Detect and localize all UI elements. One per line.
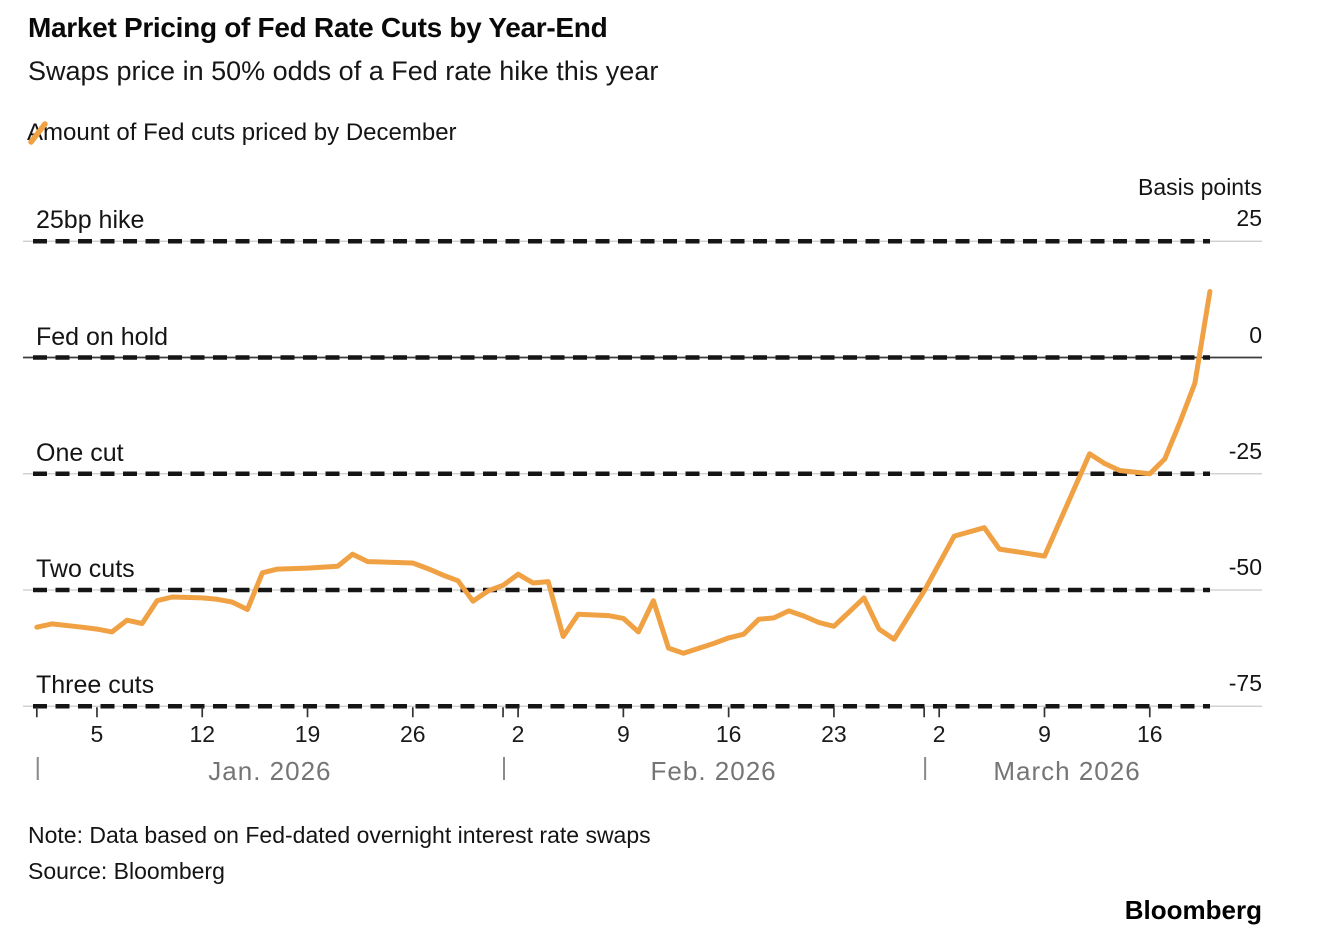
x-tick-label: 9 [616,721,630,747]
orange-slash-icon [28,121,48,145]
x-tick-label: 9 [1038,721,1051,747]
legend-label: Amount of Fed cuts priced by December [27,119,457,146]
y-tick-label: 25 [1236,205,1262,232]
x-tick-label: 19 [294,721,321,747]
gridlines [23,238,1262,709]
x-tick-label: 16 [715,721,742,747]
x-tick-label: 2 [511,721,525,747]
source-line: Source: Bloomberg [28,858,225,884]
month-separator: | [921,753,929,781]
refline-label: Fed on hold [36,322,169,351]
x-tick-label: 5 [90,721,104,747]
x-tick-label: 23 [821,721,847,747]
month-separator: | [34,753,42,781]
month-separator: | [500,753,508,781]
y-tick-label: -75 [1228,670,1262,697]
chart-title: Market Pricing of Fed Rate Cuts by Year-… [28,12,608,43]
month-label: Jan. 2026 [208,756,332,786]
footnote: Note: Data based on Fed-dated overnight … [28,822,651,848]
x-tick-label: 2 [932,721,946,747]
bloomberg-logo: Bloomberg [1124,895,1262,925]
refline-label: Two cuts [36,555,135,583]
month-label: March 2026 [993,756,1141,786]
y-axis-unit-label: Basis points [1137,174,1262,200]
y-tick-label: -50 [1228,554,1262,580]
x-tick-label: 26 [400,721,426,747]
chart-subtitle: Swaps price in 50% odds of a Fed rate hi… [28,56,659,86]
refline-label: Three cuts [36,671,155,700]
month-label: Feb. 2026 [650,756,777,786]
y-tick-label: 0 [1249,321,1262,348]
legend: Amount of Fed cuts priced by December [27,119,457,147]
refline-label: One cut [36,438,124,467]
y-tick-label: -25 [1228,437,1262,464]
x-axis-ticks [35,707,1151,718]
x-tick-label: 12 [189,721,216,747]
refline-label: 25bp hike [36,206,145,235]
fed-cuts-line [34,289,1213,656]
x-tick-label: 16 [1136,721,1163,747]
